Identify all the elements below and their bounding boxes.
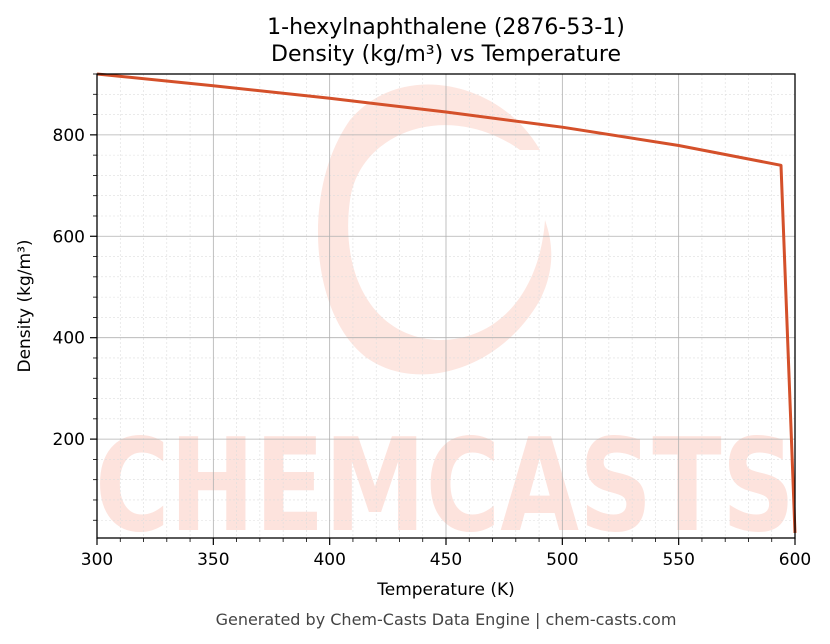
y-tick-label: 600 <box>53 227 85 247</box>
x-tick-label: 400 <box>313 550 345 570</box>
x-tick-label: 300 <box>81 550 113 570</box>
density-series-line <box>96 72 797 533</box>
y-axis-ticks: 200 400 600 800 <box>53 73 97 521</box>
y-axis-label: Density (kg/m³) <box>15 239 35 372</box>
series-layer <box>96 72 797 533</box>
x-tick-label: 600 <box>779 550 811 570</box>
x-tick-label: 500 <box>546 550 578 570</box>
x-tick-label: 550 <box>662 550 694 570</box>
y-tick-label: 400 <box>53 329 85 349</box>
y-tick-label: 200 <box>53 430 85 450</box>
x-tick-label: 350 <box>197 550 229 570</box>
y-tick-label: 800 <box>53 126 85 146</box>
chart-title-line2: Density (kg/m³) vs Temperature <box>271 42 621 67</box>
watermark-text: CHEMCASTS <box>95 412 795 561</box>
chart-title-line1: 1-hexylnaphthalene (2876-53-1) <box>267 15 625 40</box>
x-axis-label: Temperature (K) <box>376 580 515 600</box>
footer-credit: Generated by Chem-Casts Data Engine | ch… <box>216 610 677 629</box>
x-axis-ticks: 300 350 400 450 500 550 600 <box>81 538 811 570</box>
x-tick-label: 450 <box>430 550 462 570</box>
watermark: CHEMCASTS <box>95 84 795 561</box>
